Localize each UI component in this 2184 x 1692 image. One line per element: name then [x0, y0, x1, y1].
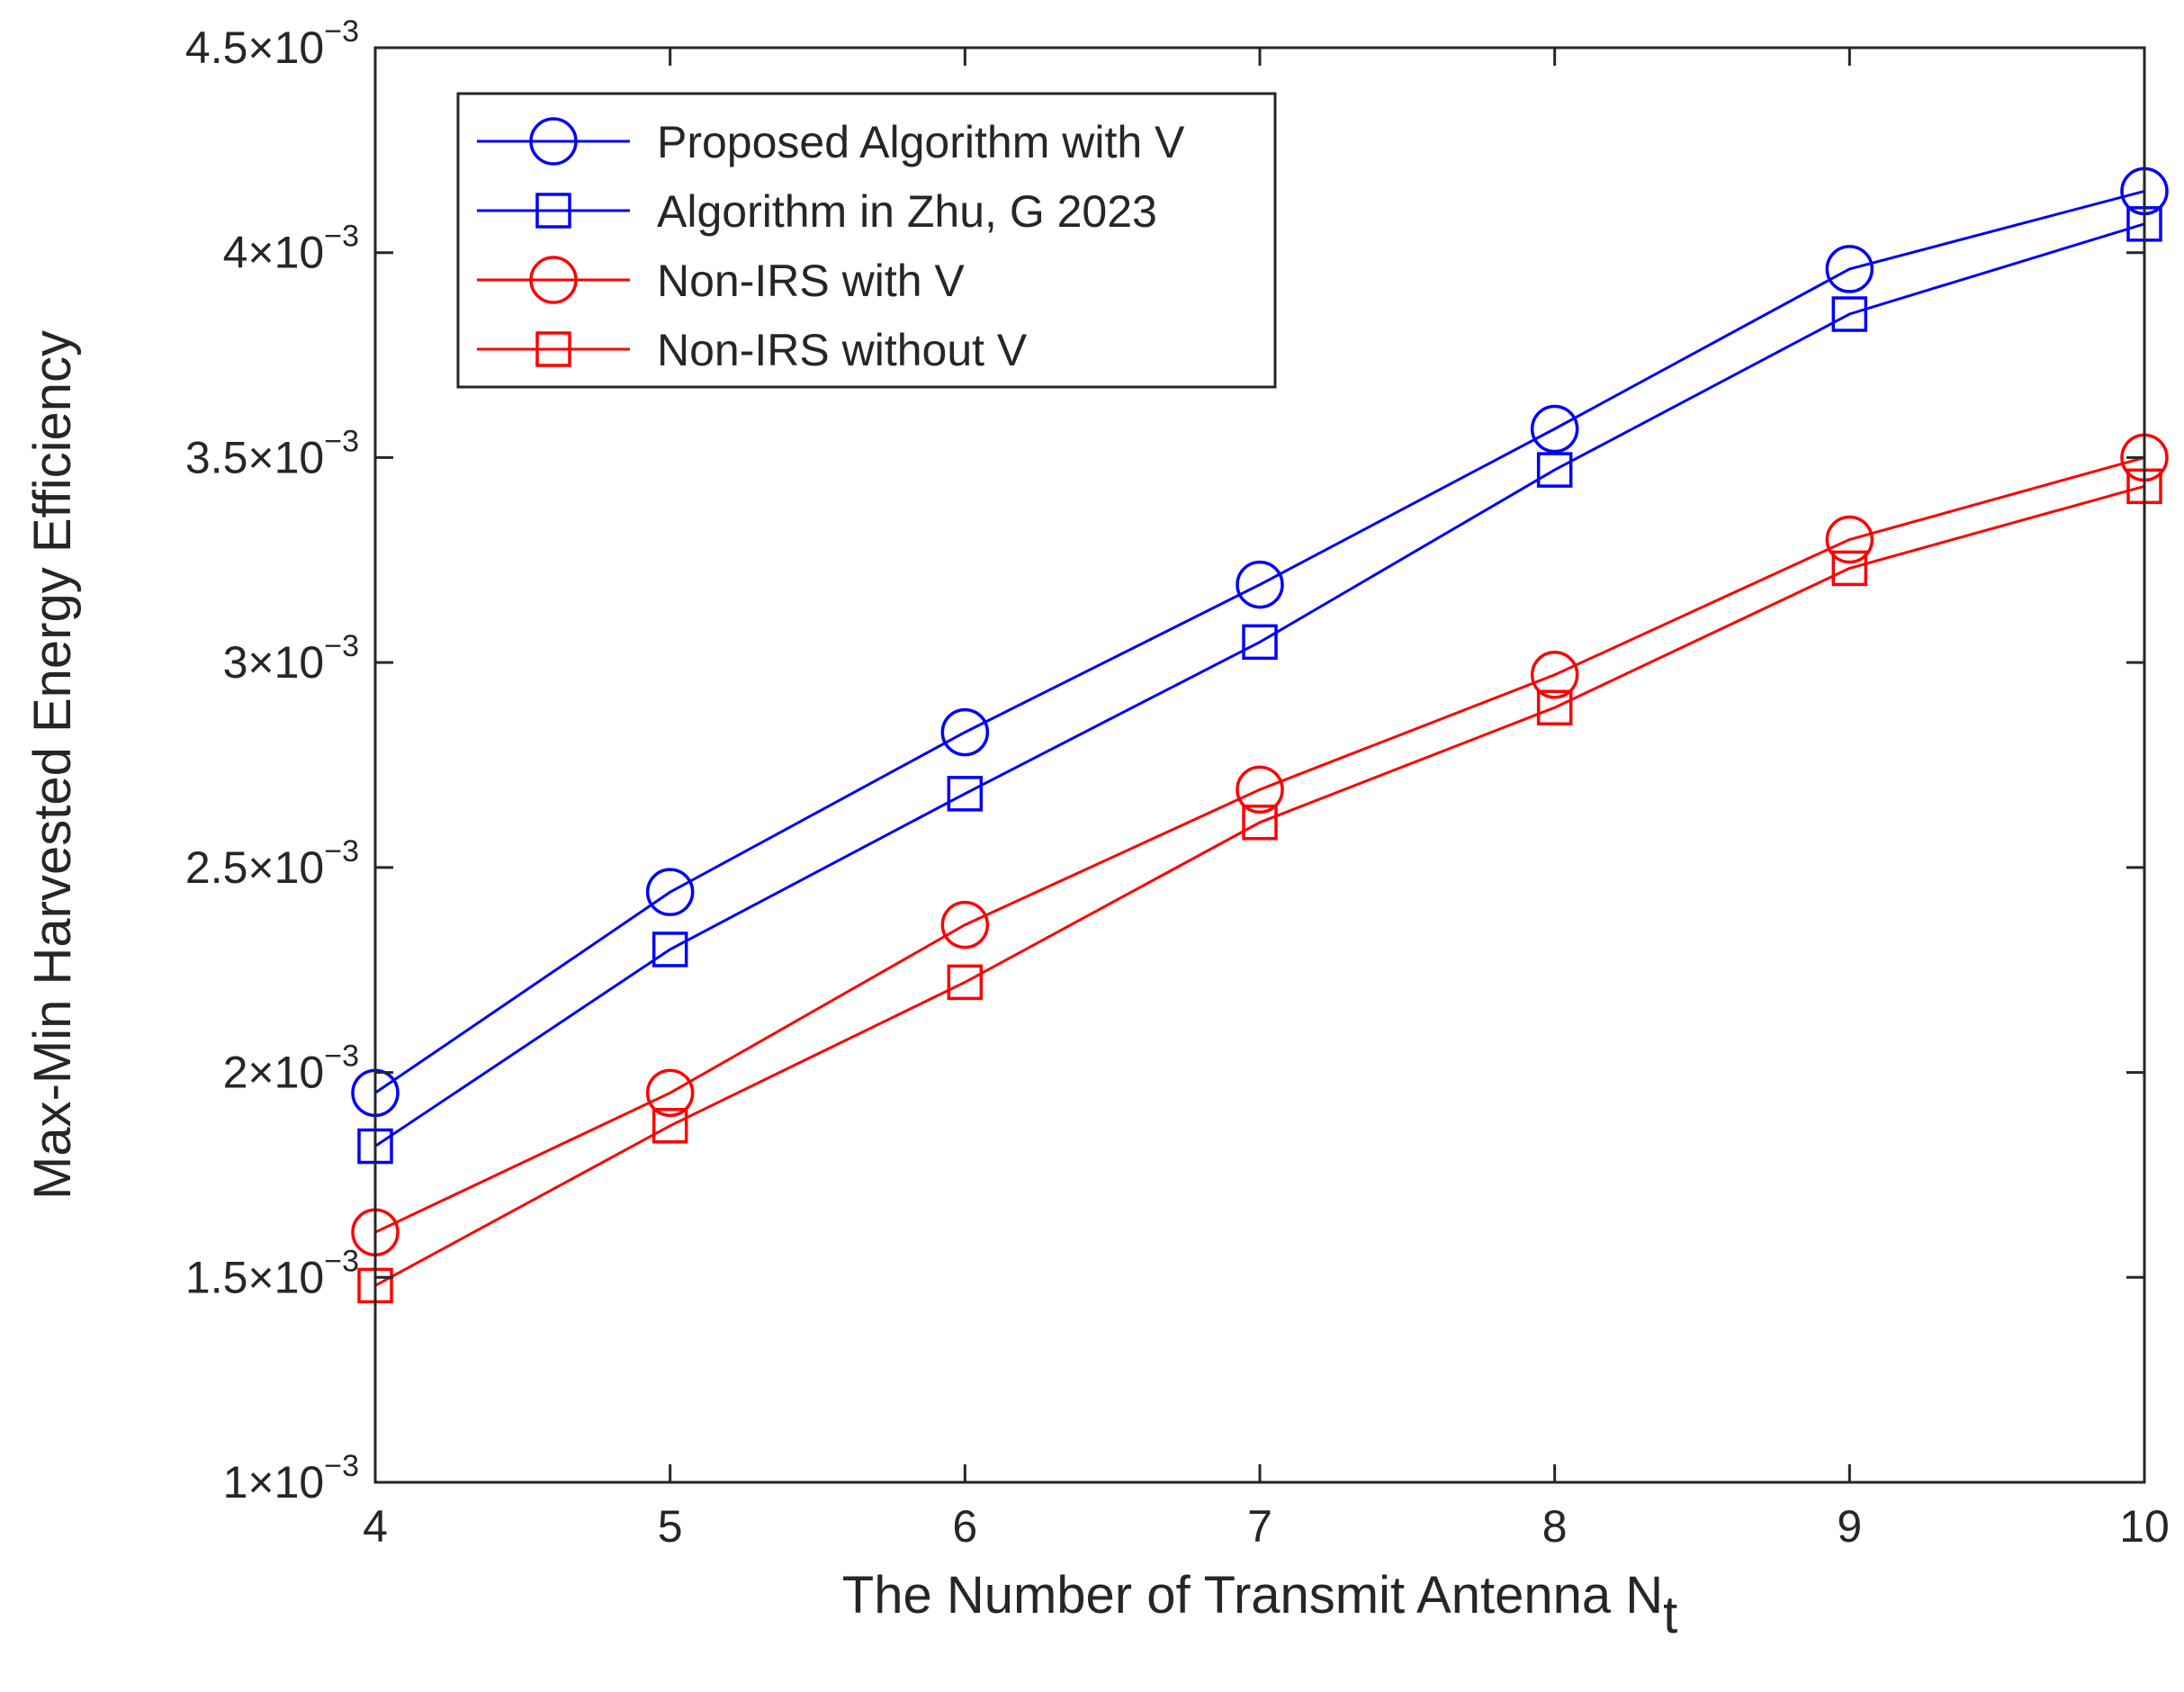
- legend-item-non-irs-without-v: Non-IRS without V: [477, 325, 1028, 375]
- data-point: [652, 932, 688, 968]
- series-line: [374, 222, 2145, 1148]
- x-axis-label: The Number of Transmit Antenna Nt: [842, 1566, 1677, 1644]
- legend-marker: [529, 117, 578, 166]
- data-point: [652, 1108, 688, 1144]
- x-tick-label: 4: [363, 1501, 388, 1552]
- data-point: [1236, 560, 1284, 609]
- series-non-irs-without-v: [357, 468, 2162, 1304]
- y-tick-label: 2×10−3: [223, 1040, 359, 1098]
- x-tick-label: 10: [2119, 1501, 2170, 1552]
- y-tick-exponent: −3: [324, 14, 359, 49]
- x-axis-label-text: The Number of Transmit Antenna N: [842, 1566, 1663, 1624]
- x-tick-label: 7: [1247, 1501, 1272, 1552]
- series-line: [374, 189, 2145, 1094]
- y-tick-mantissa: 2×10: [223, 1048, 325, 1098]
- data-point: [1242, 624, 1278, 661]
- y-tick-label: 2.5×10−3: [185, 834, 359, 893]
- data-point: [1530, 651, 1579, 699]
- data-point: [940, 900, 990, 950]
- y-tick-label: 1.5×10−3: [185, 1244, 359, 1302]
- y-tick-label: 4.5×10−3: [185, 14, 359, 73]
- y-tick-exponent: −3: [324, 1040, 359, 1074]
- y-tick-exponent: −3: [324, 220, 359, 254]
- series-line: [374, 455, 2145, 1234]
- series-algorithm-in-zhu-g-2023: [357, 206, 2162, 1165]
- y-tick-mantissa: 2.5×10: [185, 842, 324, 893]
- legend-items: Proposed Algorithm with V Algorithm in Zh…: [477, 117, 1185, 375]
- data-point: [1536, 452, 1573, 488]
- y-tick-label: 4×10−3: [223, 220, 359, 278]
- y-tick-mantissa: 1×10: [223, 1457, 325, 1508]
- data-point: [940, 707, 990, 757]
- data-point: [1831, 550, 1868, 587]
- y-tick-mantissa: 4×10: [223, 228, 325, 278]
- y-tick-mantissa: 1.5×10: [185, 1252, 324, 1302]
- series-line: [374, 484, 2145, 1287]
- legend-marker: [529, 256, 578, 304]
- y-tick-label: 1×10−3: [223, 1449, 359, 1508]
- legend-label: Non-IRS with V: [657, 256, 965, 306]
- x-tick-label: 6: [952, 1501, 977, 1552]
- y-tick-exponent: −3: [324, 834, 359, 868]
- y-tick-label: 3.5×10−3: [185, 424, 359, 482]
- data-point: [1530, 404, 1579, 454]
- legend-label: Proposed Algorithm with V: [657, 117, 1185, 167]
- y-tick-exponent: −3: [324, 629, 359, 663]
- y-axis-label: Max-Min Harvested Energy Efficiency: [23, 330, 82, 1200]
- legend-label: Algorithm in Zhu, G 2023: [657, 186, 1157, 237]
- y-tick-mantissa: 3.5×10: [185, 432, 324, 482]
- data-point: [1831, 296, 1868, 332]
- series-layer: [351, 166, 2169, 1304]
- data-point: [645, 1068, 695, 1118]
- y-tick-exponent: −3: [324, 1244, 359, 1278]
- legend-item-non-irs-with-v: Non-IRS with V: [477, 256, 965, 306]
- data-point: [645, 868, 695, 916]
- data-point: [1825, 245, 1874, 293]
- legend-label: Non-IRS without V: [657, 325, 1028, 375]
- x-axis-label-subscript: t: [1663, 1586, 1677, 1644]
- data-point: [947, 776, 984, 812]
- y-tick-exponent: −3: [324, 1449, 359, 1483]
- legend: Proposed Algorithm with V Algorithm in Zh…: [456, 92, 1277, 389]
- y-tick-label: 3×10−3: [223, 629, 359, 688]
- data-point: [1236, 765, 1284, 814]
- legend-marker: [535, 193, 571, 229]
- y-tick-mantissa: 3×10: [223, 637, 325, 688]
- x-tick-label: 8: [1542, 1501, 1568, 1552]
- legend-marker: [535, 331, 571, 367]
- ticks-layer: 4 5 6 7 8 9 101×10−31.5×10−32×10−32.5×10−33×10…: [185, 14, 2170, 1552]
- x-tick-label: 9: [1837, 1501, 1862, 1552]
- data-point: [947, 964, 984, 1001]
- data-point: [1536, 689, 1573, 725]
- y-tick-mantissa: 4.5×10: [185, 22, 324, 73]
- data-point: [1242, 805, 1278, 841]
- legend-item-algorithm-in-zhu-g-2023: Algorithm in Zhu, G 2023: [477, 186, 1157, 237]
- data-point: [1825, 515, 1874, 564]
- legend-item-proposed-algorithm-with-v: Proposed Algorithm with V: [477, 117, 1185, 167]
- y-tick-exponent: −3: [324, 424, 359, 458]
- x-tick-label: 5: [658, 1501, 683, 1552]
